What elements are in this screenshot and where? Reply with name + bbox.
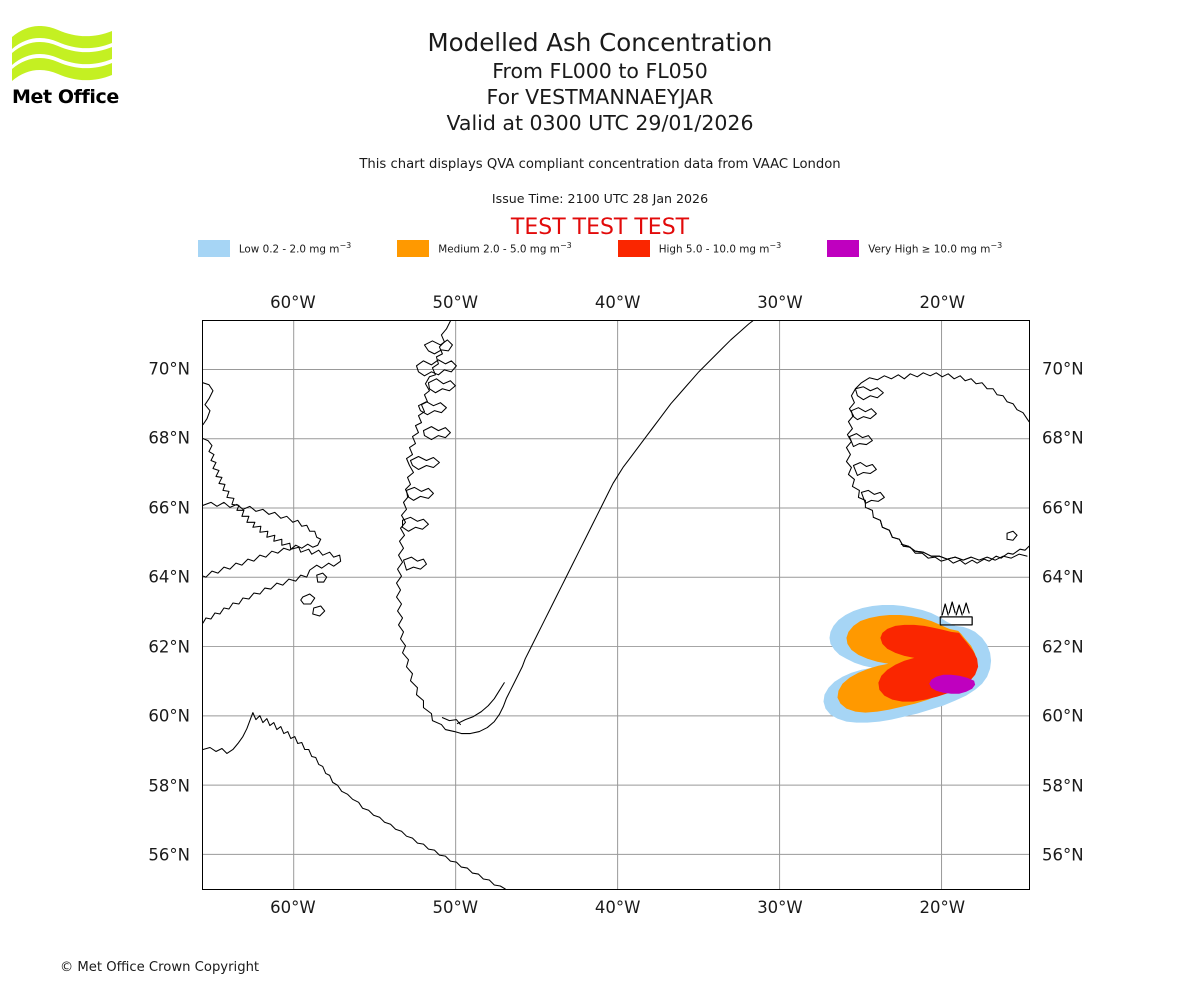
test-banner: TEST TEST TEST [510,215,690,240]
lat-tick-right-68°N: 68°N [1042,428,1084,448]
lon-tick-top-50°W: 50°W [432,293,479,312]
lon-tick-top-30°W: 30°W [757,293,803,312]
lon-tick-bottom-50°W: 50°W [432,898,479,917]
chart-title-block: Modelled Ash Concentration From FL000 to… [0,28,1200,136]
copyright-notice: © Met Office Crown Copyright [60,960,260,975]
legend-label-very-high: Very High ≥ 10.0 mg m−3 [868,241,1003,256]
lat-tick-left-58°N: 58°N [148,776,190,796]
legend-item-medium: Medium 2.0 - 5.0 mg m−3 [397,240,618,257]
lon-tick-top-40°W: 40°W [594,293,641,312]
legend-label-high: High 5.0 - 10.0 mg m−3 [658,241,782,256]
lat-tick-right-60°N: 60°N [1042,706,1084,726]
lat-tick-left-64°N: 64°N [148,567,190,587]
lon-tick-bottom-20°W: 20°W [919,898,966,917]
coastline-overlay [872,516,1028,626]
lat-tick-right-66°N: 66°N [1042,498,1084,518]
lat-tick-right-56°N: 56°N [1042,845,1084,865]
legend-swatch-low [197,240,230,257]
volcano-name: For VESTMANNAEYJAR [486,85,714,109]
legend-swatch-high [617,240,650,257]
legend-swatch-very-high [827,240,860,257]
lat-tick-left-66°N: 66°N [148,498,190,518]
coastlines [203,321,1029,889]
lat-tick-left-62°N: 62°N [148,637,190,657]
lat-tick-right-58°N: 58°N [1042,776,1084,796]
plume-very-high-contour [929,674,976,694]
concentration-legend: Low 0.2 - 2.0 mg m−3 Medium 2.0 - 5.0 mg … [0,240,1200,257]
lat-tick-left-70°N: 70°N [148,359,190,379]
lat-tick-right-70°N: 70°N [1042,359,1084,379]
qva-compliance-note: This chart displays QVA compliant concen… [359,157,841,172]
met-office-wordmark: Met Office [12,86,119,108]
lat-tick-left-60°N: 60°N [148,706,190,726]
lat-tick-right-64°N: 64°N [1042,567,1084,587]
ash-concentration-map: 60°W 60°W 50°W 50°W 40°W 40°W 30°W 30°W 20°W 20°W… [148,293,1083,917]
legend-item-high: High 5.0 - 10.0 mg m−3 [617,240,827,257]
lon-tick-bottom-40°W: 40°W [594,898,641,917]
issue-time: Issue Time: 2100 UTC 28 Jan 2026 [491,191,709,206]
lon-tick-bottom-30°W: 30°W [757,898,803,917]
page-title: Modelled Ash Concentration [427,28,773,57]
legend-label-low: Low 0.2 - 2.0 mg m−3 [238,241,352,256]
lon-tick-top-60°W: 60°W [270,293,316,312]
map-gridlines [203,321,1029,889]
flight-level-range: From FL000 to FL050 [492,59,708,83]
map-frame [202,320,1030,890]
legend-item-very-high: Very High ≥ 10.0 mg m−3 [827,240,1002,257]
lat-tick-left-56°N: 56°N [148,845,190,865]
map-canvas [203,321,1029,889]
lat-tick-right-62°N: 62°N [1042,637,1084,657]
lon-tick-top-20°W: 20°W [919,293,966,312]
met-office-waves-icon [12,26,112,81]
met-office-logo: Met Office [12,26,124,110]
legend-swatch-medium [397,240,430,257]
legend-label-medium: Medium 2.0 - 5.0 mg m−3 [438,241,572,256]
ash-plume-contours [823,605,992,723]
lon-tick-bottom-60°W: 60°W [270,898,316,917]
legend-item-low: Low 0.2 - 2.0 mg m−3 [197,240,397,257]
valid-time: Valid at 0300 UTC 29/01/2026 [446,111,754,135]
lat-tick-left-68°N: 68°N [148,428,190,448]
